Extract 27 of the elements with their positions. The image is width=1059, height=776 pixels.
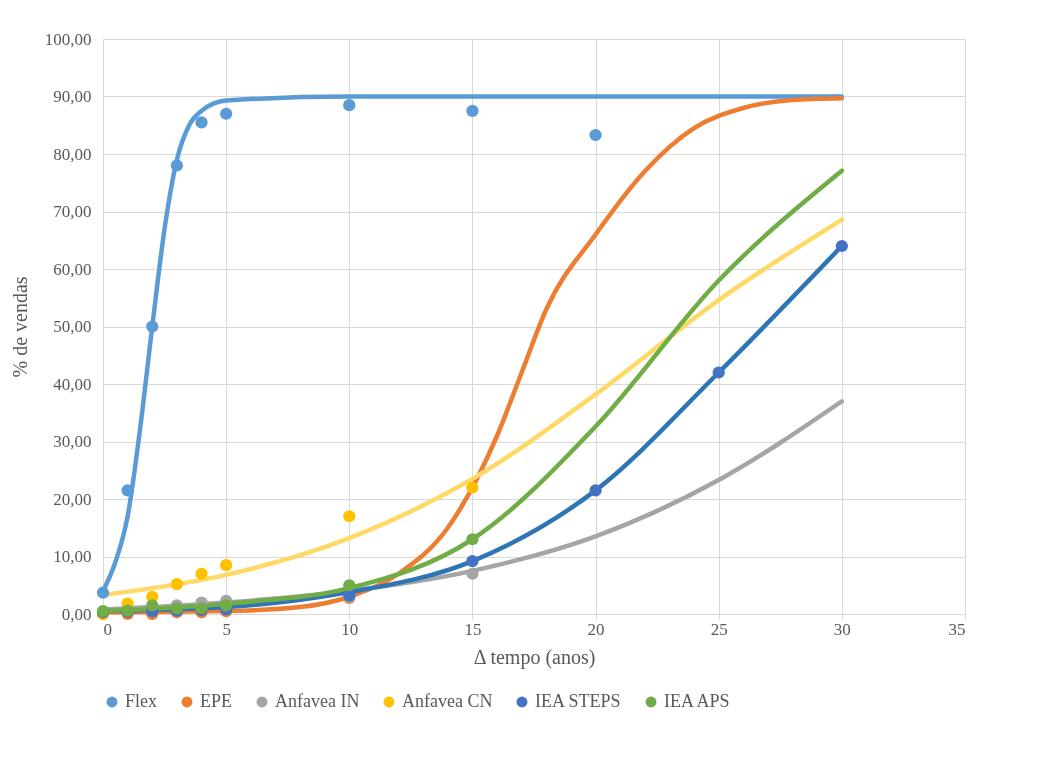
y-tick-label: 50,00 [53, 317, 92, 336]
legend-label: Anfavea IN [275, 691, 360, 711]
y-tick-label: 80,00 [53, 144, 92, 164]
y-tick-label: 10,00 [53, 547, 92, 566]
x-axis-title: Δ tempo (anos) [473, 645, 596, 669]
y-tick-label: 70,00 [53, 202, 92, 221]
x-tick-label: 35 [948, 619, 966, 639]
x-tick-label: 10 [341, 619, 359, 639]
x-tick-label: 15 [464, 619, 482, 639]
legend-label: IEA STEPS [535, 691, 621, 711]
y-tick-label: 90,00 [53, 87, 92, 106]
y-tick-label: 40,00 [53, 374, 92, 394]
legend-label: Anfavea CN [402, 691, 493, 711]
y-tick-label: 100,00 [44, 29, 92, 49]
x-tick-label: 25 [710, 619, 728, 639]
legend-label: Flex [125, 691, 158, 711]
x-tick-label: 5 [222, 619, 231, 639]
x-tick-label: 30 [833, 619, 851, 639]
y-tick-label: 20,00 [53, 489, 92, 509]
y-axis-title: % de vendas [8, 276, 31, 378]
legend-label: IEA APS [664, 691, 730, 711]
y-tick-label: 60,00 [53, 259, 92, 279]
y-tick-label: 30,00 [53, 432, 92, 451]
x-tick-label: 20 [587, 619, 605, 639]
legend-label: EPE [200, 691, 233, 711]
y-tick-label: 0,00 [61, 604, 92, 624]
x-tick-label: 0 [103, 619, 112, 639]
